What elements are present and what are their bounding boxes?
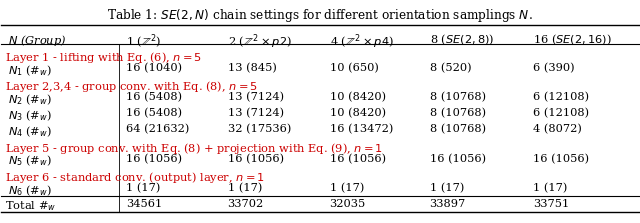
Text: Layer 1 - lifting with Eq. (6), $n=5$: Layer 1 - lifting with Eq. (6), $n=5$: [4, 50, 202, 65]
Text: 1 ($\mathbb{Z}^2$): 1 ($\mathbb{Z}^2$): [125, 33, 161, 51]
Text: 8 ($SE(2,8)$): 8 ($SE(2,8)$): [429, 33, 494, 47]
Text: 13 (7124): 13 (7124): [228, 92, 284, 103]
Text: 16 (13472): 16 (13472): [330, 124, 393, 135]
Text: 16 (5408): 16 (5408): [125, 108, 182, 119]
Text: Total $\#_w$: Total $\#_w$: [4, 199, 56, 213]
Text: $N_6$ ($\#_w$): $N_6$ ($\#_w$): [8, 183, 52, 198]
Text: 16 (1056): 16 (1056): [228, 154, 284, 164]
Text: 1 (17): 1 (17): [534, 183, 568, 193]
Text: 2 ($\mathbb{Z}^2 \times p2$): 2 ($\mathbb{Z}^2 \times p2$): [228, 33, 291, 51]
Text: $N$ (Group): $N$ (Group): [8, 33, 66, 48]
Text: 1 (17): 1 (17): [330, 183, 364, 193]
Text: 6 (12108): 6 (12108): [534, 92, 589, 103]
Text: 4 ($\mathbb{Z}^2 \times p4$): 4 ($\mathbb{Z}^2 \times p4$): [330, 33, 394, 51]
Text: 13 (7124): 13 (7124): [228, 108, 284, 119]
Text: 32035: 32035: [330, 199, 366, 209]
Text: 16 (1056): 16 (1056): [125, 154, 182, 164]
Text: 32 (17536): 32 (17536): [228, 124, 291, 135]
Text: 6 (390): 6 (390): [534, 63, 575, 73]
Text: 1 (17): 1 (17): [228, 183, 262, 193]
Text: 16 ($SE(2,16)$): 16 ($SE(2,16)$): [534, 33, 612, 47]
Text: 33897: 33897: [429, 199, 466, 209]
Text: 16 (1056): 16 (1056): [534, 154, 589, 164]
Text: 8 (10768): 8 (10768): [429, 92, 486, 103]
Text: $N_2$ ($\#_w$): $N_2$ ($\#_w$): [8, 92, 52, 107]
Text: 33702: 33702: [228, 199, 264, 209]
Text: 8 (10768): 8 (10768): [429, 124, 486, 135]
Text: 33751: 33751: [534, 199, 570, 209]
Text: Table 1: $SE(2,N)$ chain settings for different orientation samplings $N$.: Table 1: $SE(2,N)$ chain settings for di…: [107, 7, 533, 24]
Text: 64 (21632): 64 (21632): [125, 124, 189, 135]
Text: 8 (10768): 8 (10768): [429, 108, 486, 119]
Text: 6 (12108): 6 (12108): [534, 108, 589, 119]
Text: 13 (845): 13 (845): [228, 63, 276, 73]
Text: 1 (17): 1 (17): [125, 183, 160, 193]
Text: Layer 2,3,4 - group conv. with Eq. (8), $n=5$: Layer 2,3,4 - group conv. with Eq. (8), …: [4, 79, 258, 94]
Text: 16 (1056): 16 (1056): [429, 154, 486, 164]
Text: Layer 5 - group conv. with Eq. (8) + projection with Eq. (9), $n=1$: Layer 5 - group conv. with Eq. (8) + pro…: [4, 140, 383, 155]
Text: $N_5$ ($\#_w$): $N_5$ ($\#_w$): [8, 154, 52, 168]
Text: 16 (1040): 16 (1040): [125, 63, 182, 73]
Text: 1 (17): 1 (17): [429, 183, 464, 193]
Text: 10 (8420): 10 (8420): [330, 92, 386, 103]
Text: 10 (650): 10 (650): [330, 63, 378, 73]
Text: 34561: 34561: [125, 199, 162, 209]
Text: $N_3$ ($\#_w$): $N_3$ ($\#_w$): [8, 108, 52, 123]
Text: 8 (520): 8 (520): [429, 63, 471, 73]
Text: 10 (8420): 10 (8420): [330, 108, 386, 119]
Text: $N_1$ ($\#_w$): $N_1$ ($\#_w$): [8, 63, 52, 78]
Text: $N_4$ ($\#_w$): $N_4$ ($\#_w$): [8, 124, 52, 139]
Text: Layer 6 - standard conv. (output) layer, $n=1$: Layer 6 - standard conv. (output) layer,…: [4, 170, 264, 185]
Text: 16 (1056): 16 (1056): [330, 154, 386, 164]
Text: 16 (5408): 16 (5408): [125, 92, 182, 103]
Text: 4 (8072): 4 (8072): [534, 124, 582, 135]
